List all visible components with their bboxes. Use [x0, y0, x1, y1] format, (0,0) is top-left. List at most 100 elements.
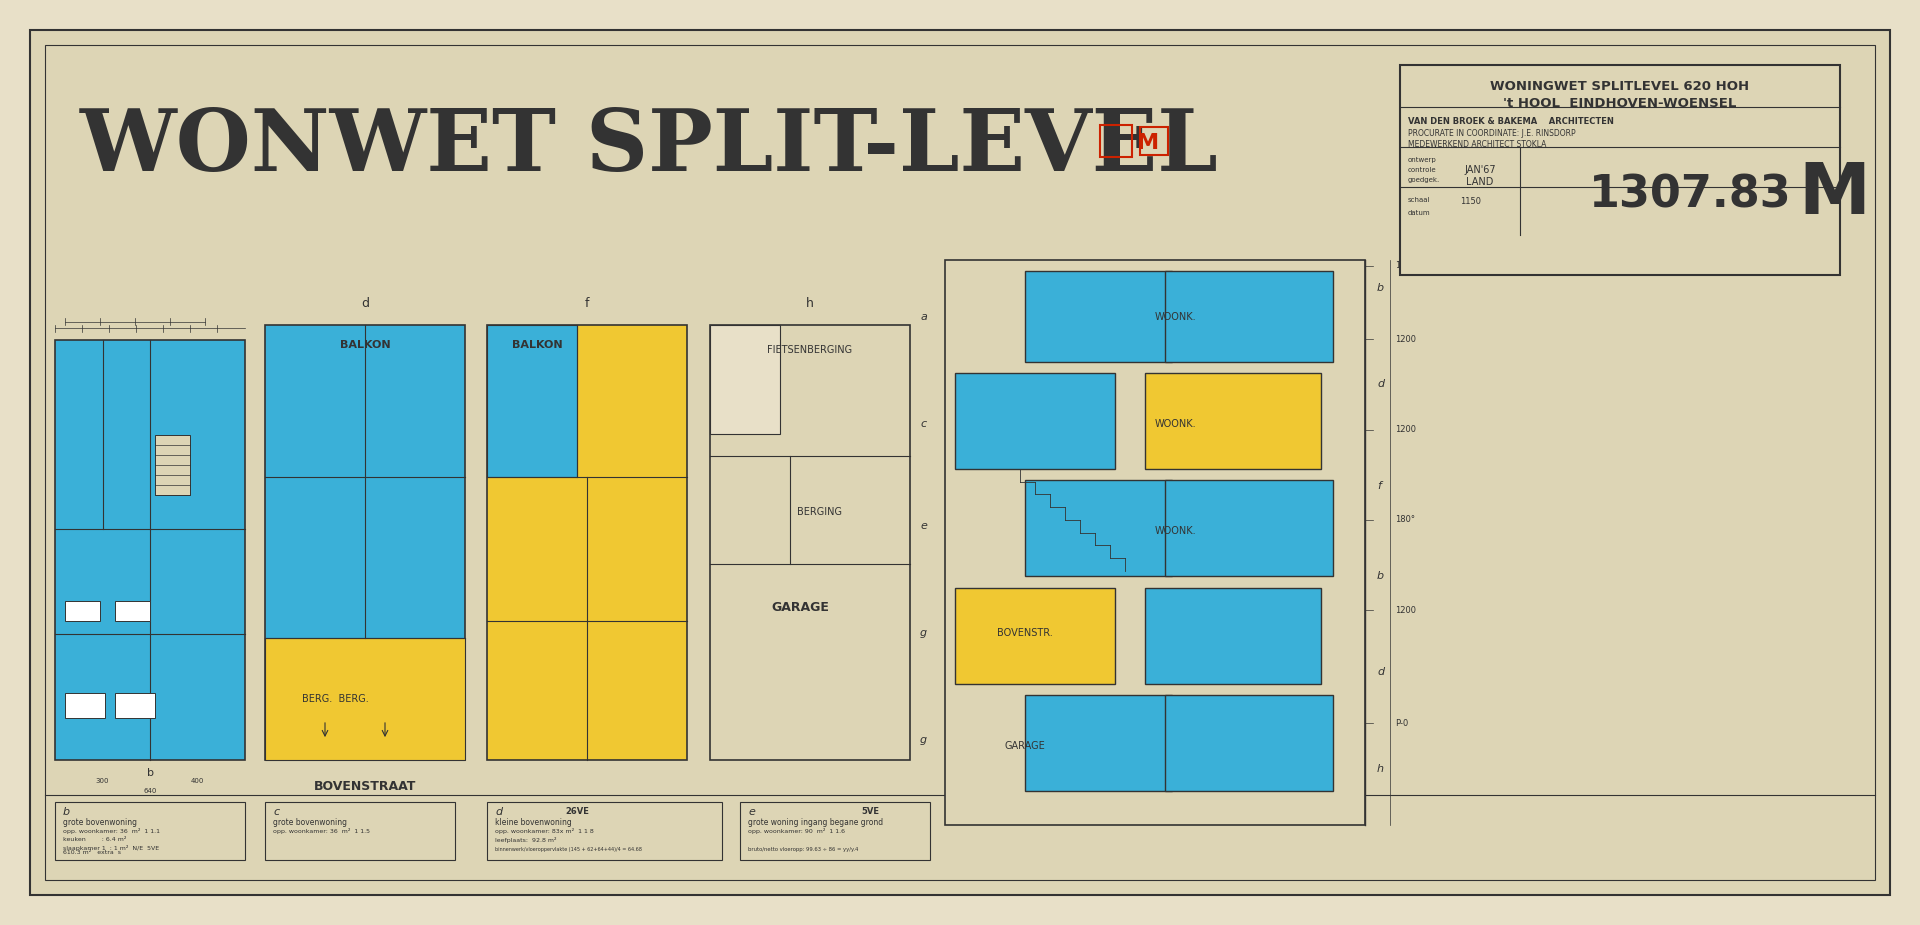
Text: h: h	[806, 297, 814, 310]
Text: d: d	[361, 297, 369, 310]
Text: 400: 400	[190, 778, 204, 784]
Text: 1200: 1200	[1396, 606, 1417, 615]
Text: opp. woonkamer: 83x m²  1 1 8: opp. woonkamer: 83x m² 1 1 8	[495, 828, 593, 834]
Bar	[488, 325, 578, 477]
Text: opp. woonkamer: 36  m²  1 1.5: opp. woonkamer: 36 m² 1 1.5	[273, 828, 371, 834]
Bar	[65, 601, 100, 622]
Text: keuken        : 6.4 m²: keuken : 6.4 m²	[63, 837, 127, 842]
Text: g: g	[920, 735, 927, 746]
Text: d: d	[1377, 668, 1384, 677]
Text: f: f	[586, 297, 589, 310]
Bar	[1144, 587, 1321, 684]
Text: binnenwerk/vloeroppervlakte (145 + 62+64+44)/4 = 64.68: binnenwerk/vloeroppervlakte (145 + 62+64…	[495, 847, 641, 852]
Text: f: f	[1377, 481, 1380, 491]
Bar	[1144, 373, 1321, 469]
Text: BALKON: BALKON	[340, 340, 390, 350]
Text: JAN'67
LAND: JAN'67 LAND	[1465, 165, 1496, 187]
Bar	[710, 325, 910, 760]
Text: 180°: 180°	[1396, 515, 1415, 524]
Bar	[488, 802, 722, 860]
Text: 1200: 1200	[1396, 335, 1417, 343]
Bar	[265, 325, 465, 760]
Bar	[56, 340, 246, 760]
Text: 1307.83: 1307.83	[1588, 174, 1791, 216]
Bar	[488, 325, 687, 760]
Text: WONWET SPLIT-LEVEL: WONWET SPLIT-LEVEL	[81, 105, 1219, 189]
Text: d: d	[495, 807, 503, 817]
Text: M: M	[1137, 133, 1160, 153]
Text: 1200: 1200	[1396, 425, 1417, 434]
Text: opp. woonkamer: 36  m²  1 1.1: opp. woonkamer: 36 m² 1 1.1	[63, 828, 159, 834]
Text: 160°: 160°	[1396, 261, 1415, 270]
Text: leefplaats:  92.8 m²: leefplaats: 92.8 m²	[495, 837, 557, 843]
Bar	[954, 373, 1116, 469]
Bar	[1100, 125, 1133, 157]
Bar	[1025, 695, 1171, 791]
Text: opp. woonkamer: 90  m²  1 1.6: opp. woonkamer: 90 m² 1 1.6	[749, 828, 845, 834]
Text: datum: datum	[1407, 210, 1430, 216]
Bar	[265, 638, 465, 760]
Text: b: b	[1377, 572, 1384, 582]
Bar	[954, 587, 1116, 684]
Text: a: a	[920, 312, 927, 322]
Text: WOONK.: WOONK.	[1154, 312, 1196, 322]
Text: WOONK.: WOONK.	[1154, 526, 1196, 536]
Text: b: b	[1377, 283, 1384, 293]
Text: b: b	[63, 807, 71, 817]
Text: bruto/netto vloeropp: 99.63 ÷ 86 = yy/y.4: bruto/netto vloeropp: 99.63 ÷ 86 = yy/y.…	[749, 847, 858, 852]
Text: 26VE: 26VE	[564, 807, 589, 816]
Text: e: e	[920, 521, 927, 531]
Text: P-0: P-0	[1396, 719, 1407, 728]
Text: schaal: schaal	[1407, 197, 1430, 203]
Text: goedgek.: goedgek.	[1407, 177, 1440, 183]
Bar	[1165, 695, 1332, 791]
Text: d: d	[1377, 379, 1384, 389]
Text: 640: 640	[144, 788, 157, 794]
Text: ontwerp: ontwerp	[1407, 157, 1436, 163]
Text: grote woning ingang begane grond: grote woning ingang begane grond	[749, 818, 883, 827]
Text: 1150: 1150	[1459, 197, 1480, 206]
Text: WOONK.: WOONK.	[1154, 419, 1196, 429]
Text: g: g	[920, 628, 927, 638]
Text: M: M	[1799, 161, 1870, 229]
Text: h: h	[1377, 763, 1384, 773]
Text: PROCURATE IN COORDINATE: J.E. RINSDORP: PROCURATE IN COORDINATE: J.E. RINSDORP	[1407, 129, 1576, 138]
Bar	[739, 802, 929, 860]
Bar	[1400, 65, 1839, 275]
Text: GARAGE: GARAGE	[772, 601, 829, 614]
Text: BOVENSTR.: BOVENSTR.	[996, 628, 1052, 638]
Text: BOVENSTRAAT: BOVENSTRAAT	[313, 780, 417, 793]
Text: grote bovenwoning: grote bovenwoning	[63, 818, 136, 827]
Bar	[1025, 271, 1171, 362]
Text: e: e	[749, 807, 755, 817]
Bar	[265, 802, 455, 860]
Bar	[56, 802, 246, 860]
Text: FIETSENBERGING: FIETSENBERGING	[768, 345, 852, 355]
Bar	[710, 325, 780, 434]
Text: kleine bovenwoning: kleine bovenwoning	[495, 818, 572, 827]
Text: controle: controle	[1407, 167, 1436, 173]
Text: 610.3 m²   extra  s: 610.3 m² extra s	[63, 850, 121, 855]
Bar	[1140, 127, 1167, 155]
Bar	[1165, 480, 1332, 576]
Text: WONINGWET SPLITLEVEL 620 HOH: WONINGWET SPLITLEVEL 620 HOH	[1490, 80, 1749, 93]
Text: grote bovenwoning: grote bovenwoning	[273, 818, 348, 827]
Bar	[1025, 480, 1171, 576]
Bar	[65, 693, 106, 718]
Bar	[945, 260, 1365, 825]
Text: MEDEWERKEND ARCHITECT STOKLA: MEDEWERKEND ARCHITECT STOKLA	[1407, 140, 1546, 149]
Text: c: c	[273, 807, 278, 817]
Text: GARAGE: GARAGE	[1004, 741, 1044, 751]
Text: 't HOOL  EINDHOVEN-WOENSEL: 't HOOL EINDHOVEN-WOENSEL	[1503, 97, 1738, 110]
Text: VAN DEN BROEK & BAKEMA    ARCHITECTEN: VAN DEN BROEK & BAKEMA ARCHITECTEN	[1407, 117, 1615, 126]
Text: slaapkamer 1  : 1 m²  N/E  5VE: slaapkamer 1 : 1 m² N/E 5VE	[63, 845, 159, 851]
Text: BERG.  BERG.: BERG. BERG.	[301, 694, 369, 704]
Text: b: b	[146, 768, 154, 778]
Bar	[115, 601, 150, 622]
Text: 300: 300	[96, 778, 109, 784]
Text: BALKON: BALKON	[513, 340, 563, 350]
Text: BERGING: BERGING	[797, 507, 843, 517]
Bar	[1165, 271, 1332, 362]
Bar	[115, 693, 156, 718]
Bar	[156, 436, 190, 496]
